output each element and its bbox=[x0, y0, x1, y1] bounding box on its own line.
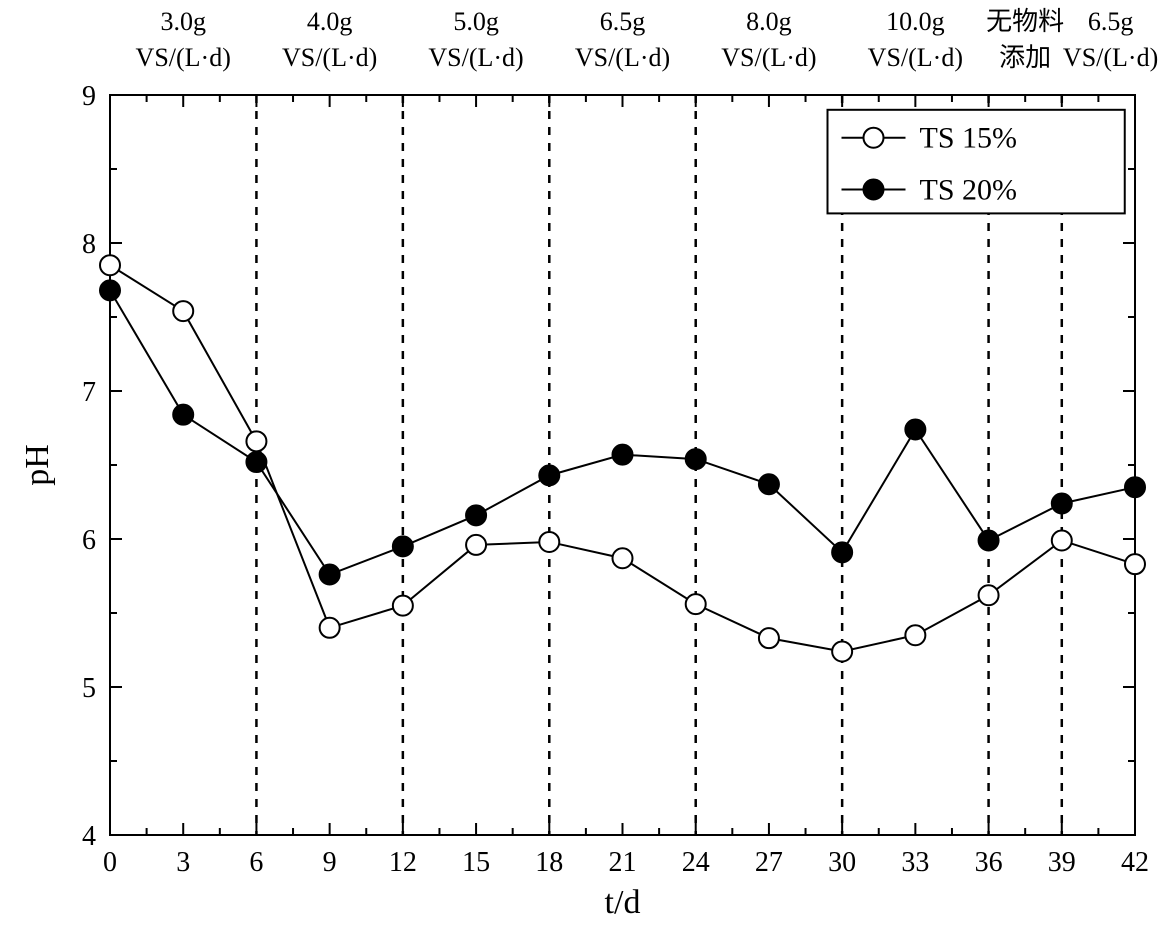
section-label-top: 10.0g bbox=[886, 8, 945, 37]
y-tick-label: 4 bbox=[82, 821, 96, 852]
series-marker bbox=[173, 301, 193, 321]
legend-label: TS 15% bbox=[920, 122, 1018, 155]
legend-marker bbox=[864, 180, 884, 200]
series-marker bbox=[905, 625, 925, 645]
section-label-top: 4.0g bbox=[307, 8, 353, 37]
y-tick-label: 9 bbox=[82, 81, 96, 112]
series-marker bbox=[393, 536, 413, 556]
y-axis-label: pH bbox=[19, 444, 56, 486]
x-tick-label: 6 bbox=[249, 847, 263, 878]
section-label-bottom: VS/(L·d) bbox=[282, 44, 377, 73]
section-label-top: 6.5g bbox=[600, 8, 646, 37]
series-marker bbox=[539, 532, 559, 552]
series-marker bbox=[686, 449, 706, 469]
series-marker bbox=[173, 405, 193, 425]
section-label-bottom: VS/(L·d) bbox=[428, 44, 523, 73]
section-label-top: 3.0g bbox=[160, 8, 206, 37]
section-label-bottom: VS/(L·d) bbox=[721, 44, 816, 73]
section-label-top: 8.0g bbox=[746, 8, 792, 37]
series-marker bbox=[905, 419, 925, 439]
series-marker bbox=[466, 505, 486, 525]
x-tick-label: 42 bbox=[1121, 847, 1149, 878]
x-tick-label: 24 bbox=[682, 847, 710, 878]
series-marker bbox=[1052, 493, 1072, 513]
series-marker bbox=[320, 565, 340, 585]
section-label-top: 5.0g bbox=[453, 8, 499, 37]
legend-label: TS 20% bbox=[920, 174, 1018, 207]
series-marker bbox=[686, 594, 706, 614]
series-marker bbox=[832, 641, 852, 661]
series-marker bbox=[100, 255, 120, 275]
x-tick-label: 30 bbox=[828, 847, 856, 878]
series-marker bbox=[320, 618, 340, 638]
x-tick-label: 39 bbox=[1048, 847, 1076, 878]
series-marker bbox=[1125, 477, 1145, 497]
series-marker bbox=[539, 465, 559, 485]
series-marker bbox=[613, 445, 633, 465]
section-label-bottom: VS/(L·d) bbox=[575, 44, 670, 73]
series-marker bbox=[466, 535, 486, 555]
y-tick-label: 8 bbox=[82, 229, 96, 260]
y-tick-label: 7 bbox=[82, 377, 96, 408]
section-label-bottom: 添加 bbox=[999, 44, 1051, 73]
section-label-bottom: VS/(L·d) bbox=[1063, 44, 1158, 73]
series-marker bbox=[1125, 554, 1145, 574]
series-marker bbox=[759, 474, 779, 494]
x-tick-label: 33 bbox=[901, 847, 929, 878]
series-marker bbox=[246, 431, 266, 451]
x-tick-label: 0 bbox=[103, 847, 117, 878]
series-marker bbox=[100, 280, 120, 300]
x-tick-label: 9 bbox=[323, 847, 337, 878]
x-tick-label: 27 bbox=[755, 847, 783, 878]
x-tick-label: 18 bbox=[535, 847, 563, 878]
legend-marker bbox=[864, 128, 884, 148]
ph-chart: 03691215182124273033363942456789t/dpHTS … bbox=[0, 0, 1173, 936]
y-tick-label: 5 bbox=[82, 673, 96, 704]
series-marker bbox=[979, 530, 999, 550]
series-marker bbox=[246, 452, 266, 472]
x-tick-label: 21 bbox=[609, 847, 637, 878]
series-line bbox=[110, 290, 1135, 574]
x-tick-label: 36 bbox=[975, 847, 1003, 878]
x-tick-label: 15 bbox=[462, 847, 490, 878]
y-tick-label: 6 bbox=[82, 525, 96, 556]
x-tick-label: 3 bbox=[176, 847, 190, 878]
series-marker bbox=[1052, 530, 1072, 550]
series-marker bbox=[759, 628, 779, 648]
section-label-bottom: VS/(L·d) bbox=[136, 44, 231, 73]
series-marker bbox=[832, 542, 852, 562]
x-axis-label: t/d bbox=[605, 884, 641, 921]
series-marker bbox=[613, 548, 633, 568]
x-tick-label: 12 bbox=[389, 847, 417, 878]
series-marker bbox=[979, 585, 999, 605]
section-label-top: 6.5g bbox=[1088, 8, 1134, 37]
series-marker bbox=[393, 596, 413, 616]
section-label-top: 无物料 bbox=[986, 8, 1064, 37]
section-label-bottom: VS/(L·d) bbox=[868, 44, 963, 73]
